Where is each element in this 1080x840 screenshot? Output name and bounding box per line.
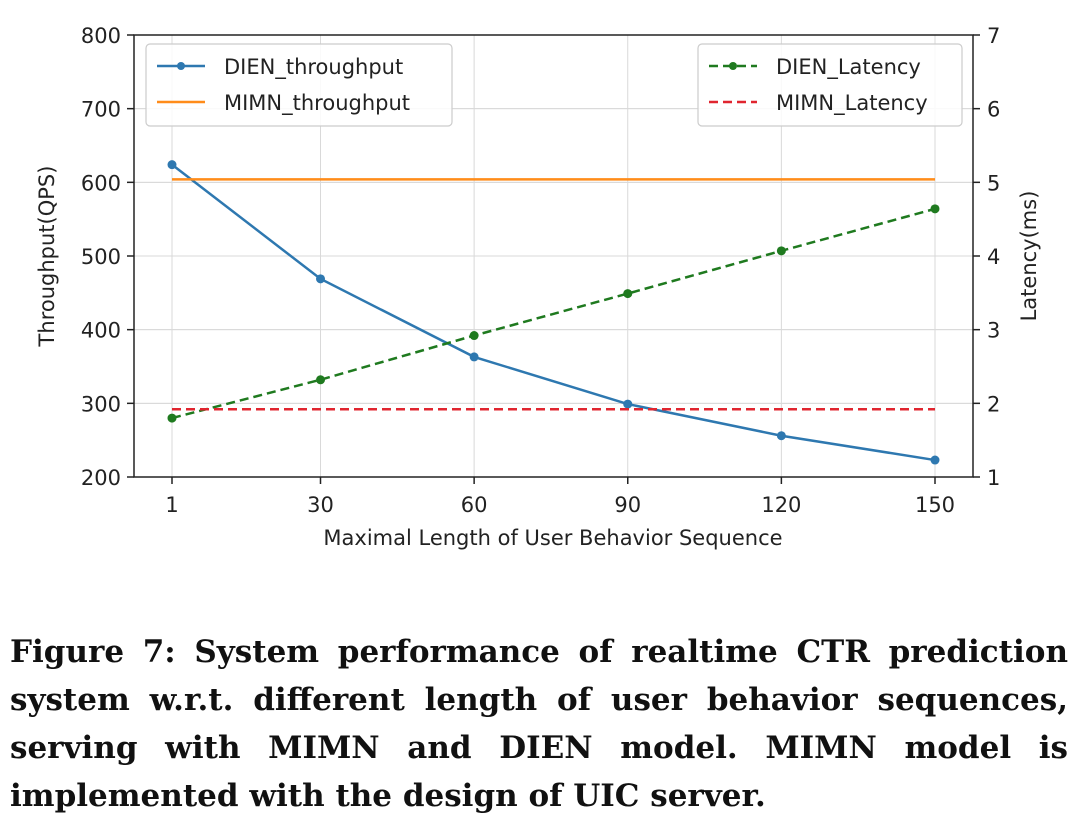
x-tick-label: 1 — [165, 493, 178, 517]
data-point-dien-throughput — [623, 399, 633, 409]
right-y-tick-label: 7 — [987, 24, 1000, 48]
legend-left-box — [145, 43, 453, 127]
series-layer — [167, 160, 940, 465]
data-point-dien-latency — [316, 375, 326, 385]
left-y-tick-label: 500 — [81, 245, 121, 269]
chart: 1 30 60 90 120 150 200 300 400 500 600 700 800 1 2 3 4… — [35, 24, 1041, 550]
left-y-tick-label: 400 — [81, 319, 121, 343]
x-axis-ticks: 1 30 60 90 120 150 — [165, 477, 955, 517]
data-point-dien-latency — [776, 246, 786, 256]
legend-marker-dien-throughput — [177, 62, 185, 70]
left-y-tick-label: 600 — [81, 171, 121, 195]
data-point-dien-throughput — [776, 431, 786, 441]
data-point-dien-throughput — [316, 274, 326, 284]
legend-right: DIEN_Latency MIMN_Latency — [697, 43, 963, 127]
x-tick-label: 30 — [307, 493, 334, 517]
left-y-axis-title: Throughput(QPS) — [35, 166, 59, 348]
right-y-tick-label: 3 — [987, 319, 1000, 343]
left-y-tick-label: 800 — [81, 24, 121, 48]
x-tick-label: 90 — [614, 493, 641, 517]
x-axis-title: Maximal Length of User Behavior Sequence — [323, 526, 782, 550]
left-y-tick-label: 700 — [81, 98, 121, 122]
legend-left: DIEN_throughput MIMN_throughput — [145, 43, 453, 127]
legend-label-dien-latency: DIEN_Latency — [776, 55, 921, 80]
data-point-dien-latency — [930, 204, 940, 214]
right-y-tick-label: 1 — [987, 466, 1000, 490]
series-line-dien-latency — [171, 207, 936, 420]
data-point-dien-throughput — [930, 455, 940, 465]
right-y-tick-label: 2 — [987, 392, 1000, 416]
right-y-axis-ticks: 1 2 3 4 5 6 7 — [973, 24, 1000, 490]
right-y-axis-title: Latency(ms) — [1017, 191, 1041, 322]
data-point-dien-latency — [167, 413, 177, 423]
data-point-dien-throughput — [469, 352, 479, 362]
left-y-tick-label: 200 — [81, 466, 121, 490]
legend-marker-dien-latency — [729, 62, 737, 70]
legend-right-box — [697, 43, 963, 127]
figure-caption: Figure 7: System performance of realtime… — [10, 634, 1068, 814]
left-y-tick-label: 300 — [81, 392, 121, 416]
data-point-dien-latency — [469, 331, 479, 341]
right-y-tick-label: 5 — [987, 171, 1000, 195]
series-line-dien-throughput — [171, 163, 936, 462]
data-point-dien-throughput — [167, 160, 177, 170]
legend-label-mimn-throughput: MIMN_throughput — [224, 91, 410, 116]
left-y-axis-ticks: 200 300 400 500 600 700 800 — [81, 24, 134, 490]
x-tick-label: 150 — [915, 493, 955, 517]
legend-label-mimn-latency: MIMN_Latency — [776, 91, 928, 116]
data-point-dien-latency — [623, 289, 633, 299]
legend-label-dien-throughput: DIEN_throughput — [224, 55, 403, 80]
right-y-tick-label: 6 — [987, 98, 1000, 122]
right-y-tick-label: 4 — [987, 245, 1000, 269]
x-tick-label: 60 — [461, 493, 488, 517]
x-tick-label: 120 — [761, 493, 801, 517]
